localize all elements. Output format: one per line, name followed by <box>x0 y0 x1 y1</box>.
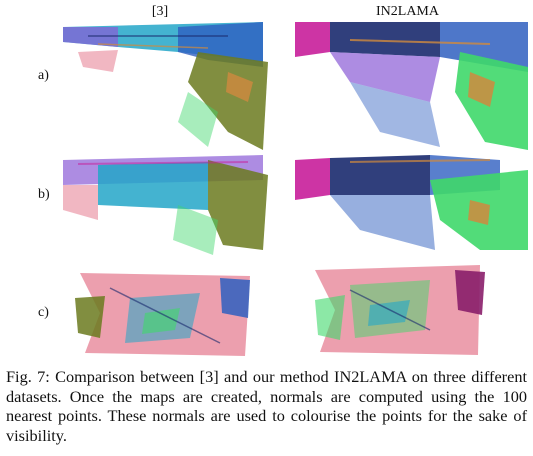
panel-c-in2lama <box>310 260 485 360</box>
column-header-in2lama: IN2LAMA <box>376 4 439 19</box>
panel-a-baseline <box>58 22 268 152</box>
panel-c-baseline <box>70 268 255 360</box>
row-label-c: c) <box>38 305 49 320</box>
figure: [3] IN2LAMA a) b) c) <box>38 4 528 360</box>
panel-b-in2lama <box>290 150 528 260</box>
panel-a-in2lama <box>290 22 528 152</box>
panel-b-baseline <box>58 150 268 260</box>
row-label-b: b) <box>38 187 50 202</box>
row-label-a: a) <box>38 68 49 83</box>
figure-caption: Fig. 7: Comparison between [3] and our m… <box>6 367 527 445</box>
column-header-baseline: [3] <box>151 4 169 19</box>
